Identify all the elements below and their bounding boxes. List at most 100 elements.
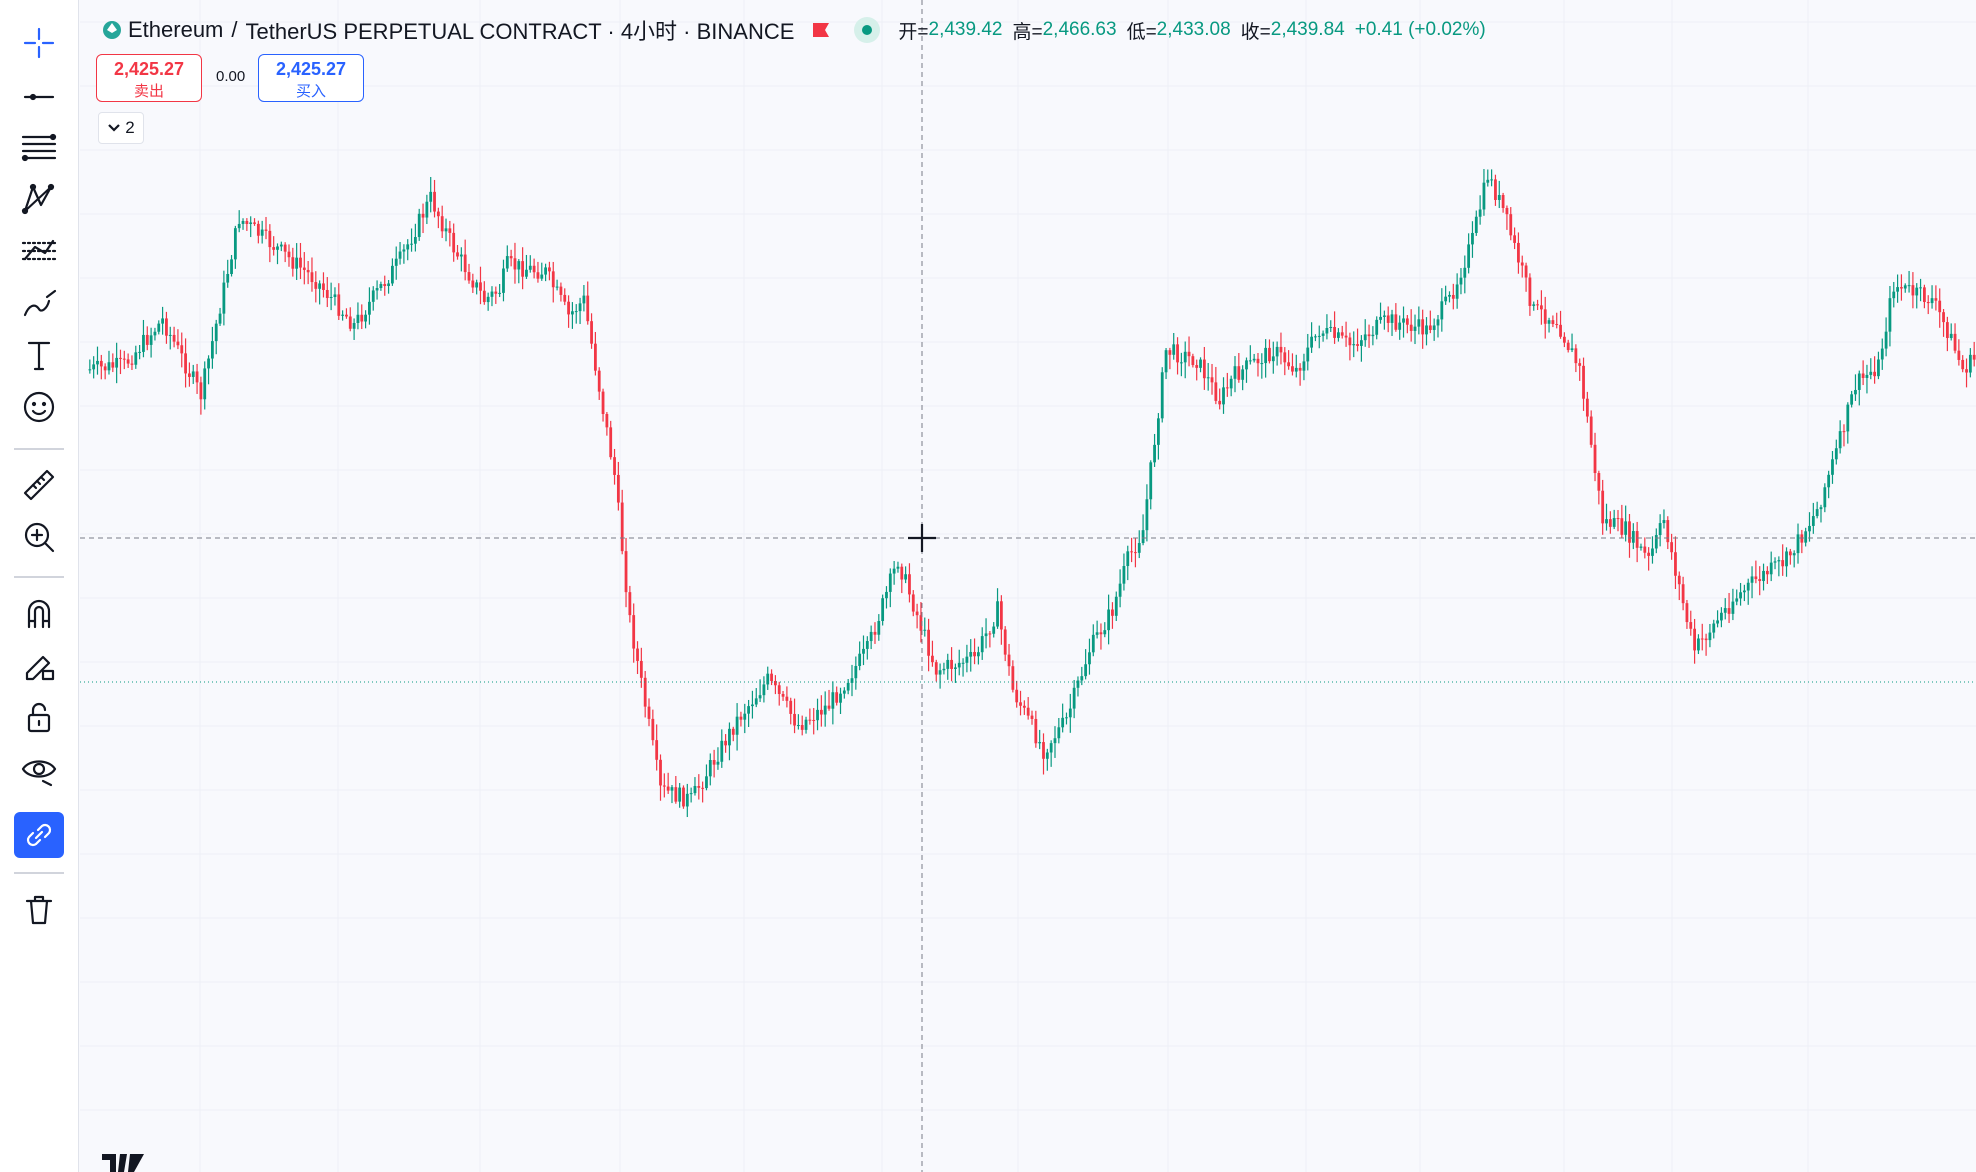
crosshair-icon[interactable] — [14, 20, 64, 66]
close-label: 收= — [1240, 21, 1271, 43]
candle-body — [1819, 507, 1823, 510]
candle-body — [180, 345, 184, 354]
candle-body — [1547, 320, 1551, 324]
candle-body — [682, 787, 685, 807]
candle-body — [973, 651, 976, 657]
sync-drawings-icon[interactable] — [14, 812, 64, 858]
candle-body — [1754, 576, 1758, 580]
magnet-icon[interactable] — [14, 590, 64, 636]
candle-body — [1788, 551, 1792, 556]
candle-body — [444, 228, 448, 232]
candle-body — [1252, 358, 1256, 361]
ruler-icon[interactable] — [14, 462, 64, 508]
candle-body — [1084, 664, 1088, 677]
lock-icon[interactable] — [14, 694, 64, 740]
stay-in-drawing-mode-icon[interactable] — [14, 642, 64, 688]
candle-body — [517, 261, 521, 270]
candle-body — [1352, 344, 1356, 346]
candle-body — [1448, 294, 1451, 297]
candle-body — [1965, 369, 1968, 373]
candle-body — [406, 244, 410, 250]
candle-body — [839, 693, 842, 703]
candle-body — [1593, 444, 1597, 474]
candle-body — [1179, 362, 1183, 364]
trend-line-icon[interactable] — [14, 72, 64, 118]
candle-body — [1670, 542, 1674, 553]
candle-body — [1704, 638, 1708, 641]
open-label: 开= — [898, 21, 929, 43]
candle-body — [1199, 359, 1202, 368]
candle-body — [1903, 285, 1907, 289]
candle-body — [1126, 551, 1130, 567]
candle-body — [1697, 638, 1700, 651]
candle-body — [950, 659, 953, 669]
candle-body — [1134, 552, 1137, 554]
candle-body — [701, 787, 705, 789]
candle-body — [459, 254, 463, 257]
candle-body — [218, 313, 222, 324]
candle-body — [724, 740, 728, 746]
candle-body — [751, 704, 754, 707]
buy-button[interactable]: 2,425.27 买入 — [258, 54, 364, 102]
candle-body — [1237, 366, 1241, 380]
candle-body — [467, 272, 471, 281]
candle-body — [1359, 340, 1363, 346]
candle-body — [605, 414, 609, 428]
hide-drawings-icon[interactable] — [14, 746, 64, 792]
indicators-toggle-button[interactable]: 2 — [98, 112, 144, 144]
candle-body — [1375, 319, 1379, 335]
candle-body — [119, 357, 122, 359]
market-status-icon[interactable] — [854, 17, 881, 43]
candle-body — [785, 696, 789, 701]
candle-body — [796, 725, 800, 727]
prediction-icon[interactable] — [14, 228, 64, 274]
candle-body — [762, 684, 766, 696]
patterns-icon[interactable] — [14, 176, 64, 222]
text-icon[interactable] — [14, 332, 64, 378]
brush-icon[interactable] — [14, 280, 64, 326]
candle-body — [1612, 518, 1616, 527]
candle-body — [747, 706, 750, 714]
candle-body — [639, 660, 643, 678]
zoom-in-icon[interactable] — [14, 514, 64, 560]
chart-pane[interactable]: Ethereum / TetherUS PERPETUAL CONTRACT ·… — [80, 0, 1976, 1172]
emoji-icon[interactable] — [14, 384, 64, 430]
candle-body — [1720, 612, 1723, 621]
candle-body — [728, 728, 731, 746]
symbol-title[interactable]: TetherUS PERPETUAL CONTRACT · 4小时 · BINA… — [245, 19, 795, 44]
candle-body — [207, 358, 210, 369]
flag-icon[interactable] — [812, 22, 830, 38]
candle-body — [1080, 676, 1084, 681]
candle-body — [214, 323, 218, 342]
candle-body — [1176, 344, 1179, 363]
candle-body — [1490, 179, 1494, 181]
candle-body — [1275, 346, 1279, 357]
candle-body — [1961, 359, 1965, 370]
sell-button[interactable]: 2,425.27 卖出 — [96, 54, 202, 102]
fib-levels-icon[interactable] — [14, 124, 64, 170]
candle-body — [1857, 373, 1861, 390]
candle-body — [1589, 416, 1593, 445]
candle-body — [295, 257, 299, 269]
candle-body — [865, 641, 869, 649]
candlestick-chart[interactable] — [80, 0, 1976, 1172]
candle-body — [819, 709, 823, 715]
candle-body — [276, 246, 279, 250]
candle-body — [352, 323, 356, 329]
candle-body — [1559, 324, 1562, 337]
candle-body — [521, 261, 525, 277]
candle-body — [846, 682, 850, 691]
candle-body — [1949, 333, 1953, 339]
candle-body — [1532, 304, 1536, 306]
candle-body — [398, 251, 402, 259]
candle-body — [1298, 367, 1302, 371]
candle-body — [210, 341, 214, 359]
candle-body — [1114, 596, 1118, 616]
candle-body — [195, 371, 199, 383]
trash-icon[interactable] — [14, 886, 64, 932]
symbol-logo-icon — [103, 21, 121, 39]
indicators-count: 2 — [125, 118, 135, 137]
candle-body — [287, 251, 291, 258]
symbol-base[interactable]: Ethereum — [128, 17, 224, 42]
candle-body — [1654, 535, 1658, 549]
